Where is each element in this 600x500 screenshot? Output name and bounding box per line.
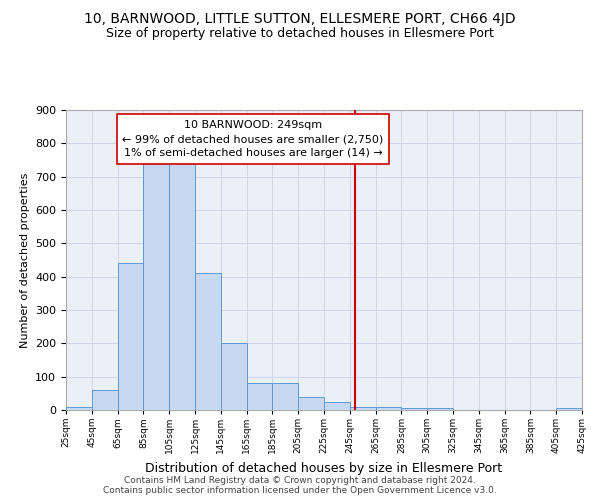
Bar <box>66 406 92 410</box>
Y-axis label: Number of detached properties: Number of detached properties <box>20 172 29 348</box>
Bar <box>272 384 298 410</box>
Bar <box>324 402 350 410</box>
Bar <box>247 384 272 410</box>
Bar <box>118 264 143 410</box>
Bar <box>195 274 221 410</box>
Text: Contains HM Land Registry data © Crown copyright and database right 2024.: Contains HM Land Registry data © Crown c… <box>124 476 476 485</box>
Bar <box>350 406 376 410</box>
Bar <box>169 160 195 410</box>
Bar <box>298 396 324 410</box>
Text: Size of property relative to detached houses in Ellesmere Port: Size of property relative to detached ho… <box>106 28 494 40</box>
Bar <box>401 408 427 410</box>
Bar <box>556 408 582 410</box>
Text: 10 BARNWOOD: 249sqm
← 99% of detached houses are smaller (2,750)
1% of semi-deta: 10 BARNWOOD: 249sqm ← 99% of detached ho… <box>122 120 383 158</box>
Bar <box>143 160 169 410</box>
Bar <box>427 408 453 410</box>
Text: Contains public sector information licensed under the Open Government Licence v3: Contains public sector information licen… <box>103 486 497 495</box>
X-axis label: Distribution of detached houses by size in Ellesmere Port: Distribution of detached houses by size … <box>145 462 503 474</box>
Bar <box>376 406 401 410</box>
Bar <box>221 344 247 410</box>
Bar <box>92 390 118 410</box>
Text: 10, BARNWOOD, LITTLE SUTTON, ELLESMERE PORT, CH66 4JD: 10, BARNWOOD, LITTLE SUTTON, ELLESMERE P… <box>84 12 516 26</box>
